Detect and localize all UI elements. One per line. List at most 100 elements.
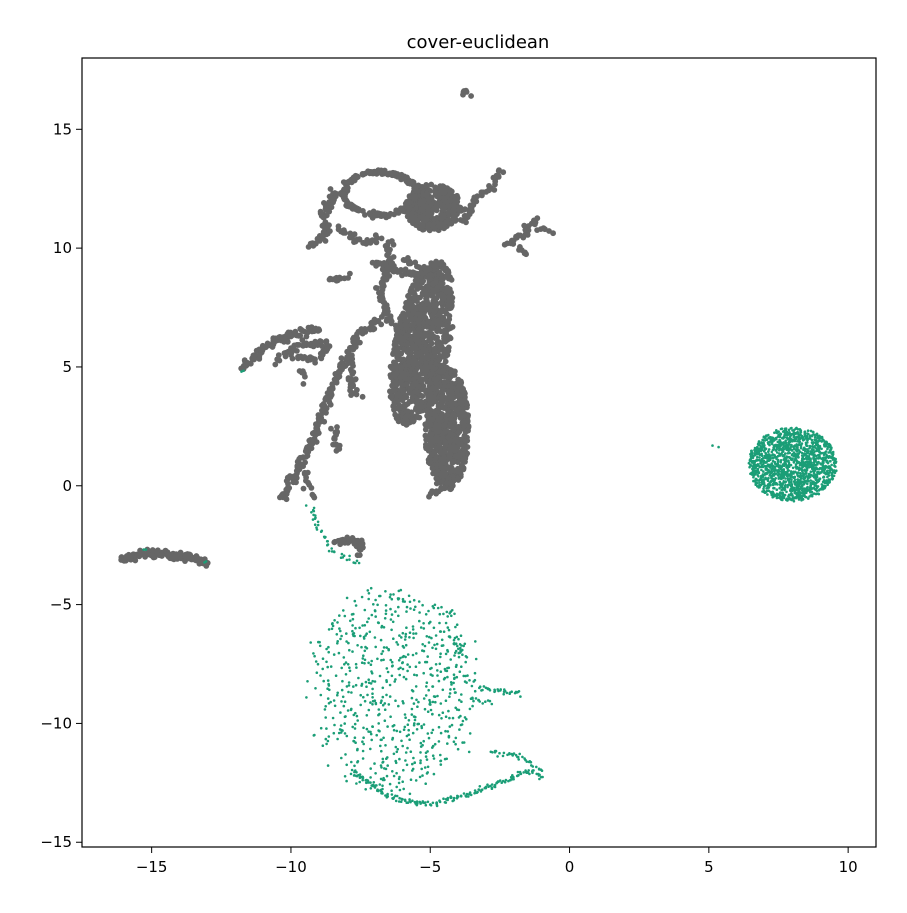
data-point: [448, 716, 451, 720]
data-point: [403, 725, 407, 729]
data-point: [762, 441, 765, 445]
data-point: [384, 246, 391, 253]
data-point: [768, 463, 771, 467]
data-point: [813, 484, 817, 487]
data-point: [404, 341, 411, 348]
data-point: [796, 444, 799, 447]
data-point: [425, 681, 429, 684]
data-point: [365, 685, 368, 688]
data-point: [440, 458, 447, 464]
data-point: [395, 771, 398, 775]
data-point: [390, 365, 397, 372]
data-point: [399, 207, 406, 214]
data-point: [388, 393, 395, 400]
data-point: [427, 609, 430, 613]
data-point: [751, 456, 755, 460]
data-point: [283, 478, 290, 484]
data-point: [441, 422, 448, 429]
data-point: [813, 436, 817, 439]
data-point: [453, 677, 456, 680]
data-point: [804, 447, 807, 451]
data-point: [806, 429, 810, 433]
data-point: [785, 444, 788, 447]
data-point: [793, 458, 797, 462]
data-point: [807, 466, 811, 469]
data-point: [403, 638, 407, 641]
data-point: [395, 210, 402, 216]
data-point: [361, 657, 365, 660]
data-point: [770, 436, 773, 440]
data-point: [442, 440, 449, 447]
data-point: [314, 235, 321, 242]
data-point: [765, 489, 769, 493]
data-point: [383, 702, 387, 705]
data-point: [787, 464, 791, 467]
data-point: [406, 199, 413, 206]
data-point: [770, 463, 773, 466]
data-point: [453, 654, 456, 657]
data-point: [389, 382, 395, 389]
data-point: [783, 427, 787, 431]
data-point: [447, 628, 451, 632]
data-point: [319, 726, 323, 730]
data-point: [777, 433, 780, 437]
data-point: [419, 213, 426, 220]
data-point: [425, 196, 432, 203]
data-point: [343, 663, 346, 666]
data-point: [474, 193, 481, 200]
data-point: [443, 185, 449, 192]
data-point: [420, 767, 424, 771]
data-point: [395, 785, 399, 789]
data-point: [408, 316, 415, 322]
data-point: [286, 331, 293, 338]
data-point: [786, 465, 789, 469]
data-point: [448, 388, 455, 395]
data-point: [448, 305, 454, 311]
data-point: [399, 387, 406, 394]
data-point: [419, 224, 426, 230]
data-point: [491, 187, 498, 193]
data-point: [302, 373, 308, 380]
data-point: [435, 407, 441, 414]
data-point: [496, 167, 502, 174]
data-point: [801, 469, 804, 473]
data-point: [423, 332, 429, 339]
data-point: [784, 483, 787, 487]
data-point: [756, 455, 759, 459]
data-point: [832, 469, 836, 472]
data-point: [351, 650, 354, 653]
data-point: [800, 451, 804, 455]
data-point: [327, 275, 334, 282]
data-point: [445, 344, 452, 351]
data-point: [422, 739, 426, 743]
data-point: [805, 450, 809, 454]
data-point: [412, 756, 415, 760]
data-point: [792, 470, 795, 474]
data-point: [798, 434, 801, 437]
data-point: [329, 665, 333, 668]
data-point: [787, 483, 791, 487]
data-point: [353, 727, 357, 730]
data-point: [765, 457, 769, 460]
data-point: [808, 434, 812, 438]
data-point: [824, 466, 828, 469]
data-point: [817, 492, 820, 496]
data-point: [437, 261, 444, 267]
data-point: [436, 311, 443, 318]
data-point: [300, 485, 307, 492]
data-point: [431, 754, 435, 757]
data-point: [788, 456, 792, 460]
data-point: [763, 464, 767, 468]
data-point: [423, 183, 430, 190]
data-point: [381, 211, 387, 218]
data-point: [776, 445, 779, 448]
data-point: [761, 476, 764, 479]
data-point: [414, 279, 421, 285]
data-point: [438, 215, 445, 222]
data-point: [285, 485, 292, 492]
data-point: [436, 269, 443, 275]
data-point: [806, 444, 809, 448]
data-point: [793, 488, 796, 492]
data-point: [421, 314, 427, 321]
data-point: [804, 490, 807, 493]
